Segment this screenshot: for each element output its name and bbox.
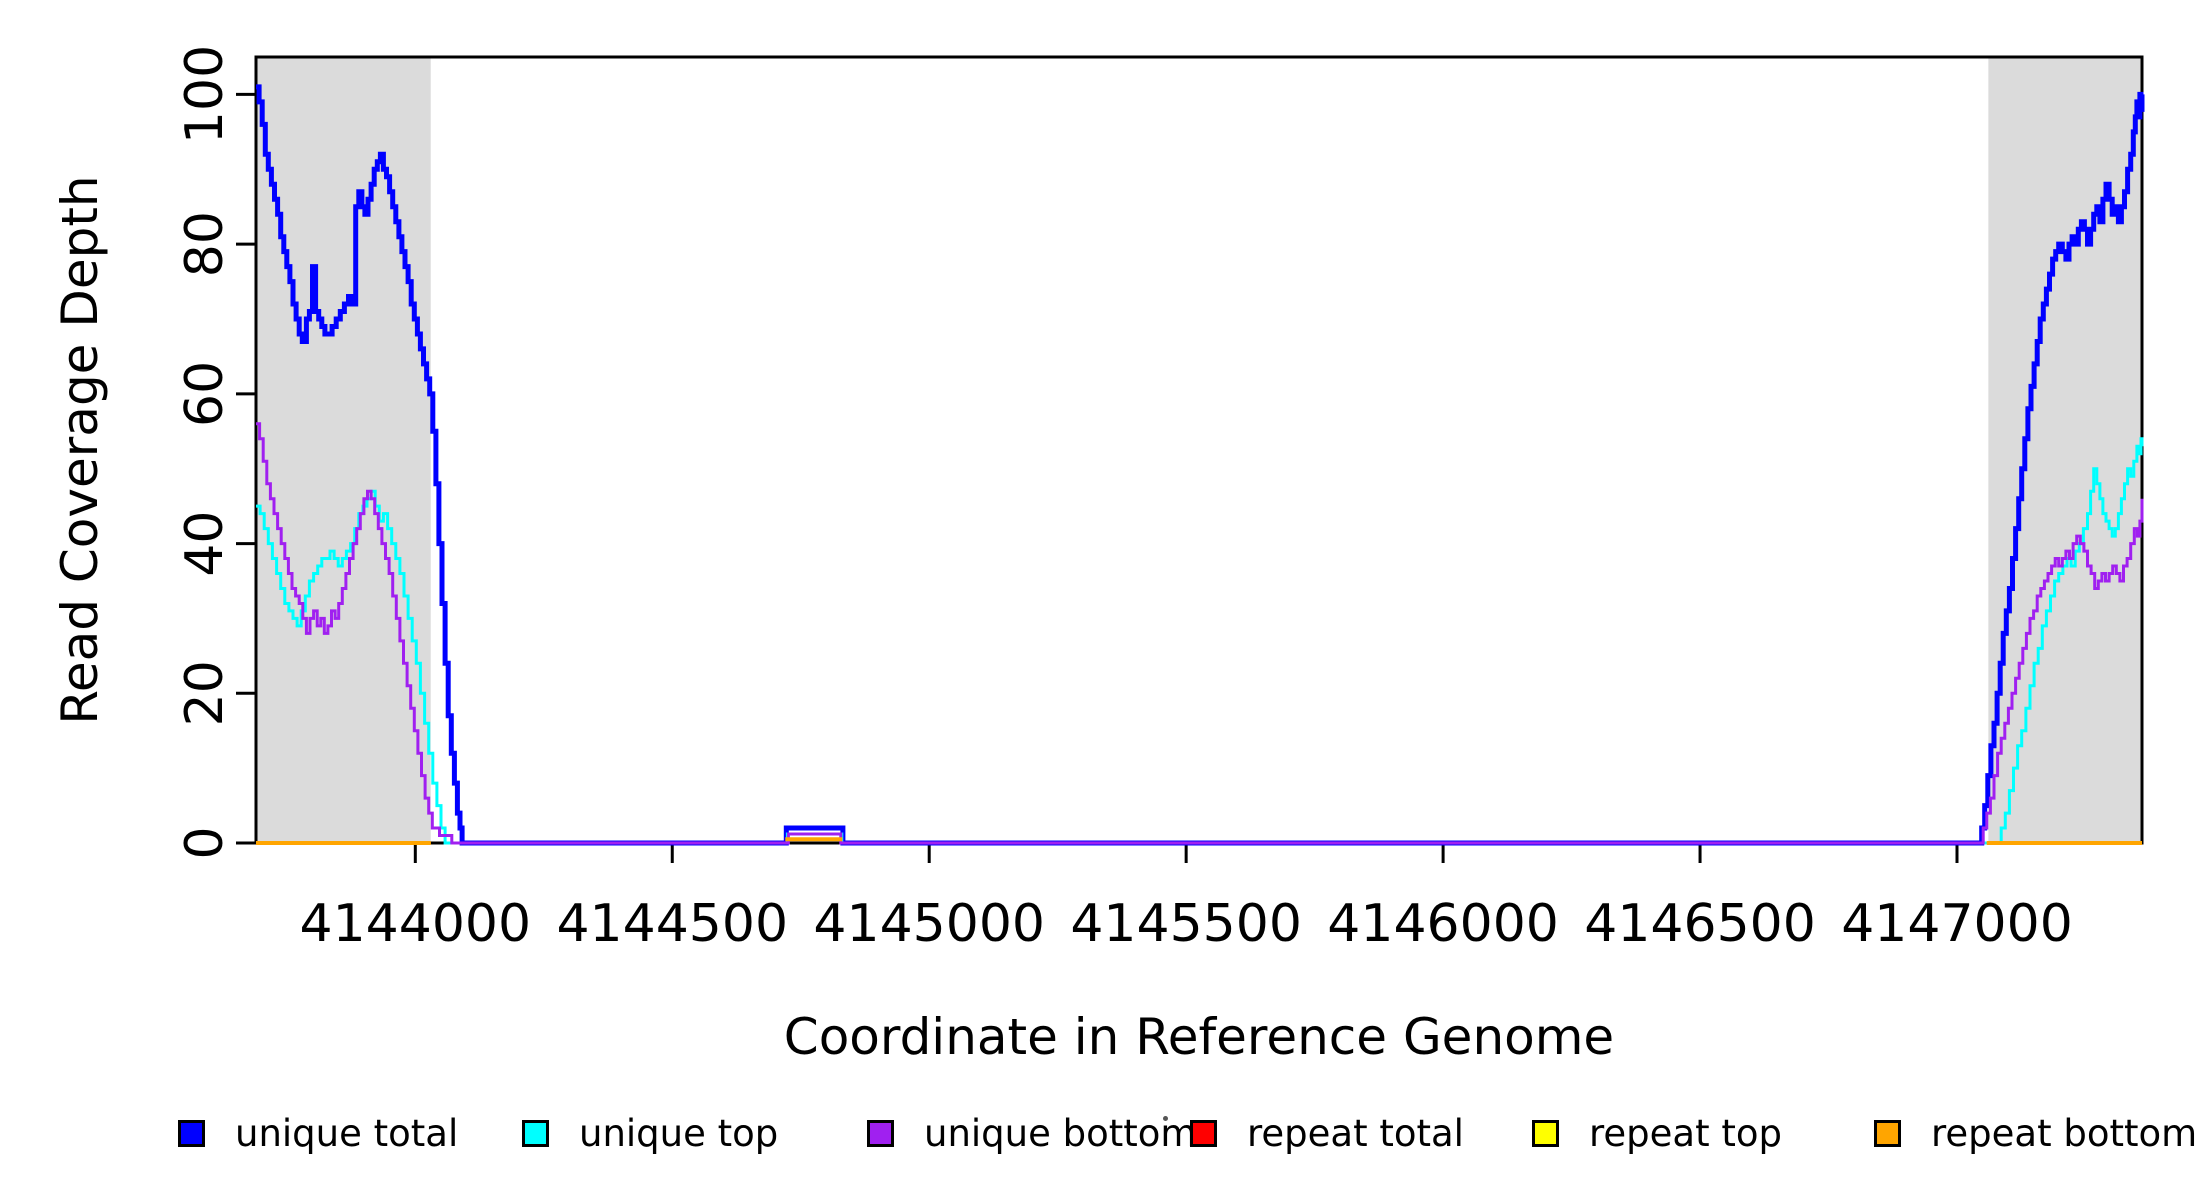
y-tick-label: 60 [175, 361, 235, 427]
x-tick-label: 4144500 [556, 894, 788, 954]
x-tick-label: 4146500 [1584, 894, 1816, 954]
stray-dot-artifact [1163, 1116, 1168, 1121]
x-tick-label: 4146000 [1327, 894, 1559, 954]
x-tick-label: 4147000 [1841, 894, 2073, 954]
x-axis-title: Coordinate in Reference Genome [783, 1008, 1615, 1066]
y-tick-label: 0 [175, 826, 235, 859]
series-unique-bottom [256, 422, 2144, 845]
series-unique-total [256, 84, 2145, 846]
y-tick-label: 20 [175, 660, 235, 726]
series-unique-top [256, 437, 2144, 845]
x-tick-label: 4144000 [300, 894, 532, 954]
y-axis-title: Read Coverage Depth [51, 175, 109, 725]
repeat-region-band [1988, 57, 2142, 843]
y-tick-label: 80 [175, 211, 235, 277]
y-tick-label: 100 [175, 45, 235, 144]
repeat-region-band [256, 57, 431, 843]
x-tick-label: 4145000 [813, 894, 1045, 954]
y-tick-label: 40 [175, 510, 235, 576]
plot-border [254, 55, 2144, 845]
x-tick-label: 4145500 [1070, 894, 1302, 954]
